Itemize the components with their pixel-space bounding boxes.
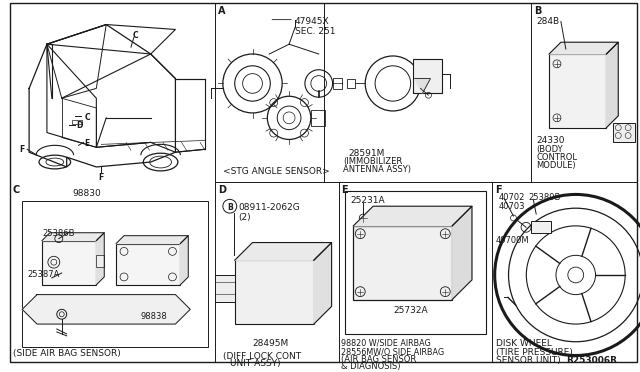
Text: C: C [12, 185, 20, 195]
Bar [531, 221, 551, 233]
Bar [333, 78, 342, 89]
Bar [311, 110, 324, 126]
Polygon shape [415, 78, 431, 93]
Polygon shape [97, 233, 104, 285]
Text: SENSOR UNIT): SENSOR UNIT) [496, 356, 561, 365]
Text: E: E [342, 185, 348, 195]
Text: 25386B: 25386B [42, 229, 74, 238]
Polygon shape [42, 233, 104, 241]
Text: D: D [218, 185, 226, 195]
Text: 08911-2062G: 08911-2062G [239, 203, 300, 212]
Text: (SIDE AIR BAG SENSOR): (SIDE AIR BAG SENSOR) [13, 349, 120, 357]
Text: (BODY: (BODY [536, 145, 563, 154]
Bar [346, 192, 486, 334]
Polygon shape [22, 295, 190, 324]
Bar [72, 120, 81, 124]
Text: 28556MW/O SIDE AIRBAG: 28556MW/O SIDE AIRBAG [342, 347, 445, 357]
Polygon shape [180, 236, 188, 285]
Text: MODULE): MODULE) [536, 161, 576, 170]
Text: (AIR BAG SENSOR: (AIR BAG SENSOR [342, 355, 417, 363]
Text: 25389B: 25389B [528, 193, 561, 202]
Text: (DIFF LOCK CONT: (DIFF LOCK CONT [223, 352, 301, 360]
Text: 47945X: 47945X [295, 17, 330, 26]
Text: F: F [19, 145, 24, 154]
Bar [348, 78, 355, 89]
Text: 28495M: 28495M [253, 339, 289, 348]
Bar [613, 123, 635, 142]
Text: F: F [99, 173, 104, 182]
Text: B: B [227, 203, 232, 212]
Text: 25732A: 25732A [393, 307, 428, 315]
Text: 98830: 98830 [72, 189, 101, 198]
Text: 284B: 284B [536, 17, 559, 26]
Text: CONTROL: CONTROL [536, 153, 577, 162]
Polygon shape [314, 243, 332, 324]
Text: C: C [84, 113, 90, 122]
Text: 40703: 40703 [499, 202, 525, 211]
Text: 98838: 98838 [141, 312, 168, 321]
Bar [116, 244, 180, 285]
Text: 40702: 40702 [499, 193, 525, 202]
Text: E: E [84, 140, 90, 148]
Bar [235, 260, 314, 324]
Bar [353, 226, 452, 299]
Text: & DIAGNOSIS): & DIAGNOSIS) [342, 362, 401, 371]
Bar [97, 255, 104, 267]
Polygon shape [606, 42, 618, 128]
Text: A: A [218, 6, 225, 16]
Text: R253006R: R253006R [566, 356, 617, 365]
Text: 40700M: 40700M [496, 236, 529, 245]
Text: 25231A: 25231A [350, 196, 385, 205]
Text: ANTENNA ASSY): ANTENNA ASSY) [344, 165, 412, 174]
Text: C: C [133, 31, 139, 41]
Text: <STG ANGLE SENSOR>: <STG ANGLE SENSOR> [223, 167, 330, 176]
Bar [215, 275, 235, 302]
Text: (2): (2) [239, 213, 252, 222]
Text: 25387A: 25387A [27, 270, 60, 279]
Polygon shape [452, 206, 472, 299]
Text: 98820 W/SIDE AIRBAG: 98820 W/SIDE AIRBAG [342, 339, 431, 348]
Text: 24330: 24330 [536, 135, 564, 144]
Text: D: D [77, 121, 83, 130]
Polygon shape [549, 42, 618, 54]
Text: B: B [534, 6, 541, 16]
Polygon shape [116, 236, 188, 244]
Text: F: F [495, 185, 501, 195]
Text: UNIT ASSY): UNIT ASSY) [230, 359, 280, 368]
Bar [42, 241, 97, 285]
Polygon shape [235, 243, 332, 260]
Text: SEC. 251: SEC. 251 [295, 26, 335, 35]
Text: (TIRE PRESSURE): (TIRE PRESSURE) [496, 347, 573, 357]
Text: (IMMOBILIZER: (IMMOBILIZER [344, 157, 403, 166]
Text: 28591M: 28591M [348, 149, 385, 158]
Bar [22, 201, 208, 347]
Bar [413, 59, 442, 93]
Text: DISK WHEEL: DISK WHEEL [496, 339, 552, 348]
Bar [549, 54, 606, 128]
Polygon shape [353, 206, 472, 226]
